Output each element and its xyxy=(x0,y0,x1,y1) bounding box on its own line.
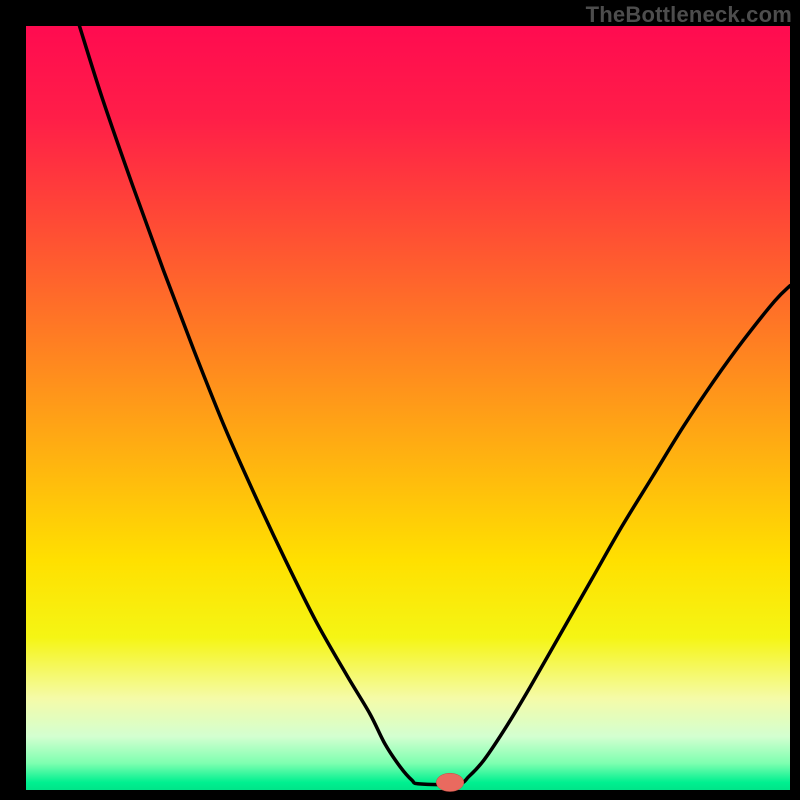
bottleneck-chart xyxy=(0,0,800,800)
plot-area xyxy=(26,26,790,790)
optimal-point-marker xyxy=(436,773,464,791)
chart-container: TheBottleneck.com xyxy=(0,0,800,800)
watermark-text: TheBottleneck.com xyxy=(586,2,792,28)
